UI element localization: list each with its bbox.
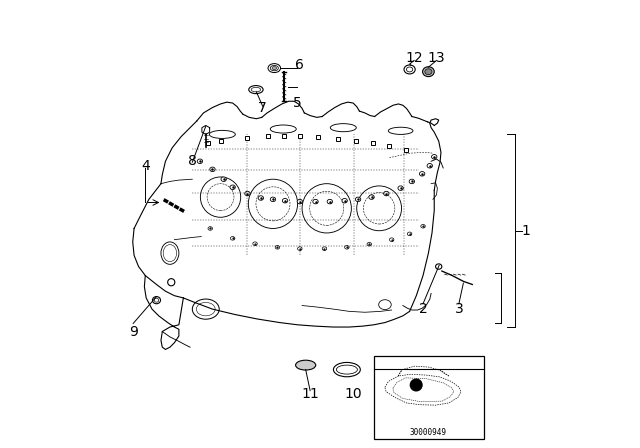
Ellipse shape bbox=[421, 224, 425, 228]
Text: 5: 5 bbox=[293, 96, 302, 110]
Text: 1: 1 bbox=[522, 224, 531, 238]
Ellipse shape bbox=[282, 198, 288, 203]
Ellipse shape bbox=[342, 198, 348, 203]
Ellipse shape bbox=[296, 360, 316, 370]
Ellipse shape bbox=[230, 185, 236, 190]
Text: 11: 11 bbox=[301, 387, 319, 401]
Text: 6: 6 bbox=[296, 58, 304, 72]
Ellipse shape bbox=[297, 199, 303, 204]
Text: 2: 2 bbox=[419, 302, 428, 316]
Ellipse shape bbox=[425, 69, 432, 74]
Ellipse shape bbox=[258, 196, 264, 200]
Ellipse shape bbox=[389, 238, 394, 241]
Circle shape bbox=[410, 379, 422, 391]
Ellipse shape bbox=[253, 242, 257, 246]
Ellipse shape bbox=[355, 197, 361, 202]
Ellipse shape bbox=[398, 186, 403, 190]
Ellipse shape bbox=[244, 191, 250, 196]
Text: 8: 8 bbox=[188, 154, 196, 168]
Text: 3: 3 bbox=[454, 302, 463, 316]
Text: 12: 12 bbox=[405, 51, 423, 65]
Ellipse shape bbox=[230, 237, 235, 240]
Ellipse shape bbox=[409, 179, 415, 184]
Text: 9: 9 bbox=[129, 324, 138, 339]
Ellipse shape bbox=[367, 242, 371, 246]
Ellipse shape bbox=[419, 172, 425, 176]
Text: 13: 13 bbox=[428, 51, 445, 65]
Ellipse shape bbox=[210, 167, 215, 172]
Ellipse shape bbox=[383, 191, 389, 196]
Ellipse shape bbox=[270, 197, 276, 202]
Text: 7: 7 bbox=[257, 100, 266, 115]
Text: 30000949: 30000949 bbox=[410, 428, 447, 437]
Ellipse shape bbox=[313, 199, 318, 204]
Ellipse shape bbox=[323, 247, 327, 250]
Ellipse shape bbox=[422, 67, 434, 77]
Ellipse shape bbox=[275, 246, 280, 249]
Ellipse shape bbox=[298, 247, 302, 250]
Ellipse shape bbox=[427, 164, 433, 168]
Ellipse shape bbox=[221, 177, 227, 181]
Text: 10: 10 bbox=[345, 387, 362, 401]
Bar bbox=[374, 356, 484, 439]
Ellipse shape bbox=[431, 155, 437, 159]
Text: 4: 4 bbox=[141, 159, 150, 173]
Ellipse shape bbox=[327, 199, 333, 204]
Ellipse shape bbox=[344, 246, 349, 249]
Ellipse shape bbox=[208, 227, 212, 230]
Ellipse shape bbox=[197, 159, 203, 164]
Ellipse shape bbox=[407, 232, 412, 236]
Ellipse shape bbox=[272, 66, 276, 69]
Ellipse shape bbox=[369, 195, 374, 199]
